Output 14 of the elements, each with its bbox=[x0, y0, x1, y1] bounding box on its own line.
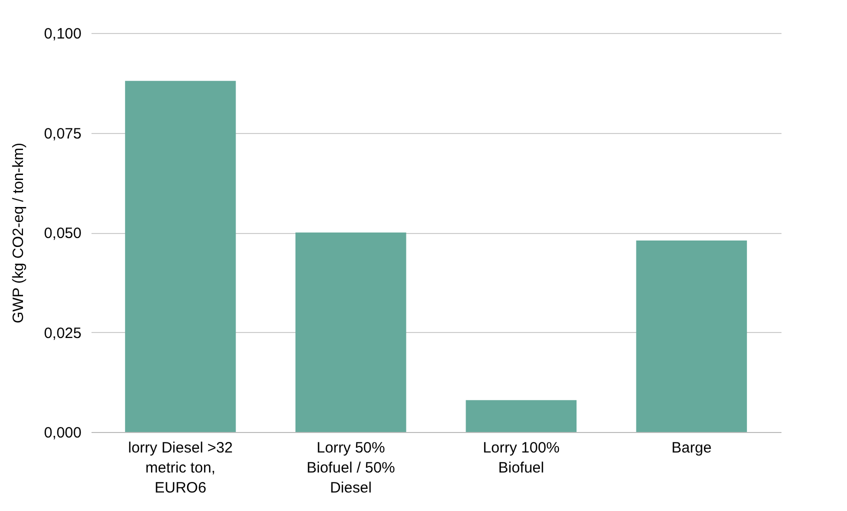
y-tick-label: 0,050 bbox=[44, 225, 82, 242]
x-tick-label: Lorry 100% Biofuel bbox=[482, 440, 560, 476]
y-tick-label: 0,025 bbox=[44, 324, 82, 342]
y-tick-label: 0,000 bbox=[44, 424, 82, 442]
y-tick-label: 0,075 bbox=[44, 125, 82, 142]
x-tick-label: Barge bbox=[672, 440, 712, 456]
bar bbox=[125, 80, 236, 432]
y-tick-label: 0,100 bbox=[44, 26, 82, 42]
x-tick-label: lorry Diesel >32 metric ton, EURO6 bbox=[128, 440, 233, 496]
x-tick-label: Lorry 50% Biofuel / 50% Diesel bbox=[306, 440, 396, 496]
y-axis-title: GWP (kg CO2-eq / ton-km) bbox=[10, 142, 27, 324]
bar bbox=[636, 240, 747, 432]
bar bbox=[466, 400, 577, 432]
bar bbox=[295, 232, 406, 432]
